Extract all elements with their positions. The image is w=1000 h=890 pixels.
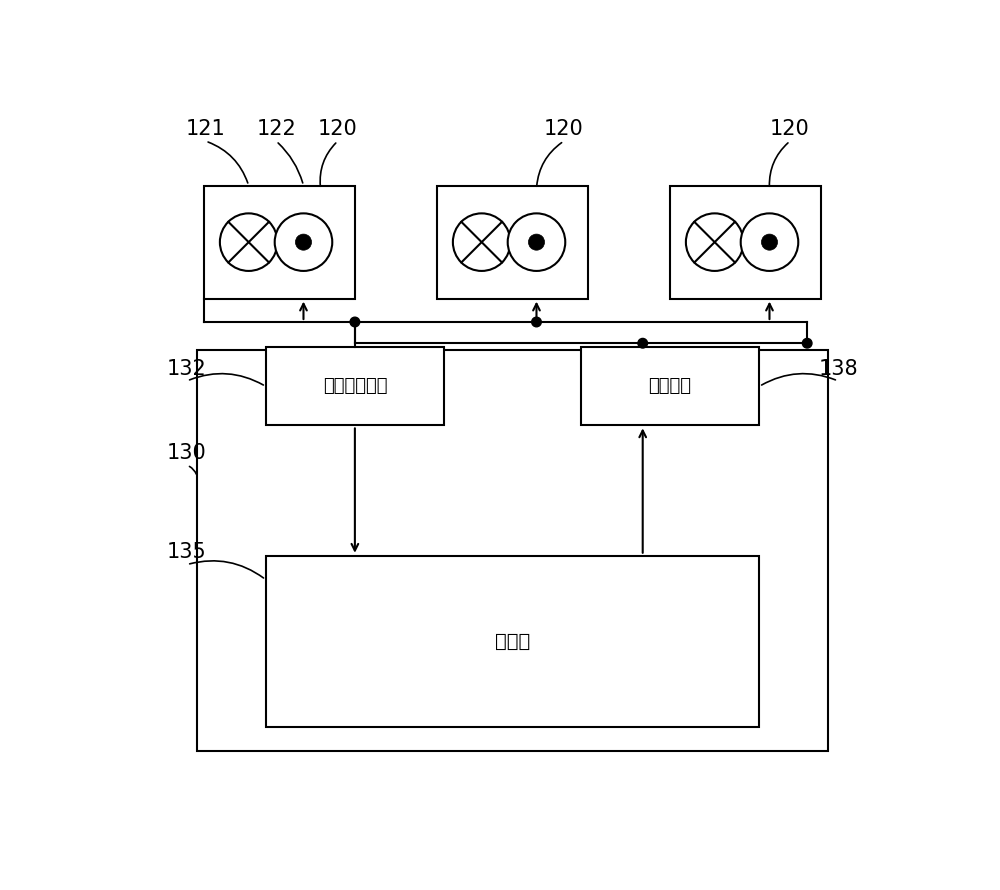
Text: 120: 120 [318,118,358,139]
Bar [581,346,759,425]
Text: 控制单元: 控制单元 [649,377,692,395]
Circle shape [761,234,778,250]
Circle shape [508,214,565,271]
Circle shape [528,234,545,250]
Text: 处理器: 处理器 [495,632,530,651]
Circle shape [453,214,510,271]
Bar [197,350,828,751]
Circle shape [220,214,277,271]
Circle shape [802,338,812,348]
Text: 122: 122 [256,118,296,139]
Bar [437,186,588,299]
Circle shape [638,338,648,348]
Circle shape [350,317,360,327]
Circle shape [295,234,312,250]
Text: 130: 130 [167,443,207,463]
Circle shape [741,214,798,271]
Bar [266,346,444,425]
Text: 135: 135 [167,542,207,562]
Circle shape [686,214,743,271]
Circle shape [275,214,332,271]
Bar [266,555,759,727]
Text: 138: 138 [818,359,858,378]
Bar [670,186,821,299]
Text: 121: 121 [186,118,225,139]
Bar [204,186,355,299]
Circle shape [532,317,541,327]
Text: 120: 120 [544,118,584,139]
Text: 120: 120 [770,118,810,139]
Text: 信号接收单元: 信号接收单元 [323,377,387,395]
Text: 132: 132 [167,359,207,378]
